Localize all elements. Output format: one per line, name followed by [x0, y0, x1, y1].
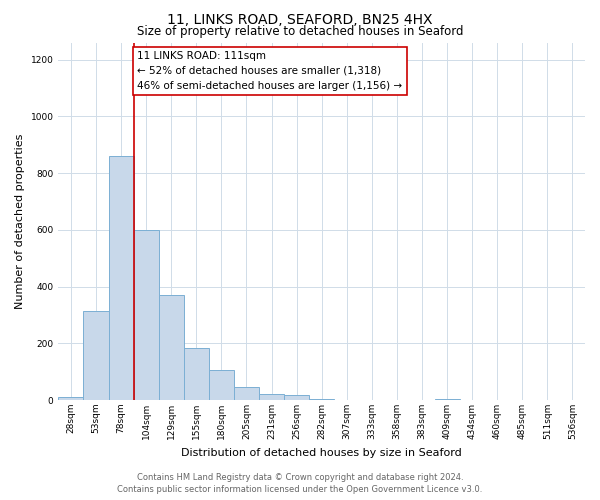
- Y-axis label: Number of detached properties: Number of detached properties: [15, 134, 25, 309]
- Text: 11 LINKS ROAD: 111sqm
← 52% of detached houses are smaller (1,318)
46% of semi-d: 11 LINKS ROAD: 111sqm ← 52% of detached …: [137, 51, 403, 90]
- Bar: [434, 398, 460, 400]
- Bar: [209, 370, 234, 400]
- Text: 11, LINKS ROAD, SEAFORD, BN25 4HX: 11, LINKS ROAD, SEAFORD, BN25 4HX: [167, 12, 433, 26]
- Bar: [134, 230, 159, 400]
- Bar: [259, 394, 284, 400]
- Bar: [109, 156, 134, 400]
- X-axis label: Distribution of detached houses by size in Seaford: Distribution of detached houses by size …: [181, 448, 462, 458]
- Bar: [159, 295, 184, 400]
- Bar: [284, 395, 309, 400]
- Text: Size of property relative to detached houses in Seaford: Size of property relative to detached ho…: [137, 25, 463, 38]
- Bar: [234, 387, 259, 400]
- Bar: [184, 348, 209, 400]
- Bar: [83, 310, 109, 400]
- Text: Contains HM Land Registry data © Crown copyright and database right 2024.
Contai: Contains HM Land Registry data © Crown c…: [118, 472, 482, 494]
- Bar: [58, 397, 83, 400]
- Bar: [309, 398, 334, 400]
